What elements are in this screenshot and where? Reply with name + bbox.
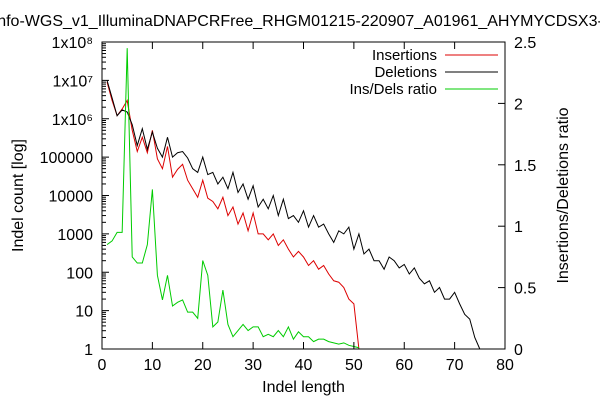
series-layer bbox=[106, 48, 481, 350]
y-tick-label: 1x10⁸ bbox=[52, 35, 93, 52]
x-tick-label: 80 bbox=[496, 357, 514, 374]
y2-tick-label: 2 bbox=[514, 96, 523, 113]
chart-title: nfo-WGS_v1_IlluminaDNAPCRFree_RHGM01215-… bbox=[0, 13, 600, 30]
y-tick-label: 10 bbox=[75, 304, 93, 321]
x-tick-label: 60 bbox=[395, 357, 413, 374]
legend-label: Insertions bbox=[372, 47, 437, 64]
y-axis-label: Indel count [log] bbox=[10, 139, 27, 252]
y-tick-label: 1000 bbox=[57, 227, 93, 244]
x-tick-label: 10 bbox=[143, 357, 161, 374]
x-tick-label: 20 bbox=[194, 357, 212, 374]
x-tick-label: 0 bbox=[98, 357, 107, 374]
y-tick-label: 1x10⁶ bbox=[52, 112, 93, 129]
x-tick-label: 40 bbox=[295, 357, 313, 374]
legend-label: Deletions bbox=[374, 64, 437, 81]
legend-label: Ins/Dels ratio bbox=[349, 81, 437, 98]
series-line-ins-dels-ratio bbox=[106, 48, 360, 349]
y-tick-label: 1 bbox=[84, 342, 93, 359]
y2-tick-label: 1 bbox=[514, 219, 523, 236]
y2-tick-label: 0 bbox=[514, 342, 523, 359]
y2-tick-label: 0.5 bbox=[514, 281, 536, 298]
y-tick-label: 1x10⁷ bbox=[53, 73, 94, 90]
x-tick-label: 50 bbox=[345, 357, 363, 374]
y2-tick-label: 2.5 bbox=[514, 35, 536, 52]
plot-frame bbox=[101, 41, 506, 350]
y2-axis-label: Insertions/Deletions ratio bbox=[555, 107, 572, 283]
series-line-deletions bbox=[106, 80, 481, 350]
x-tick-label: 70 bbox=[446, 357, 464, 374]
y-tick-label: 10000 bbox=[49, 189, 94, 206]
y-tick-label: 100000 bbox=[40, 150, 93, 167]
ticks-layer: 0 10 20 30 40 50 60 70 801101001000100001000001x… bbox=[40, 35, 537, 374]
y-tick-label: 100 bbox=[66, 265, 93, 282]
series-line-insertions bbox=[106, 81, 360, 350]
x-axis-label: Indel length bbox=[262, 379, 345, 396]
x-tick-label: 30 bbox=[244, 357, 262, 374]
y2-tick-label: 1.5 bbox=[514, 158, 536, 175]
